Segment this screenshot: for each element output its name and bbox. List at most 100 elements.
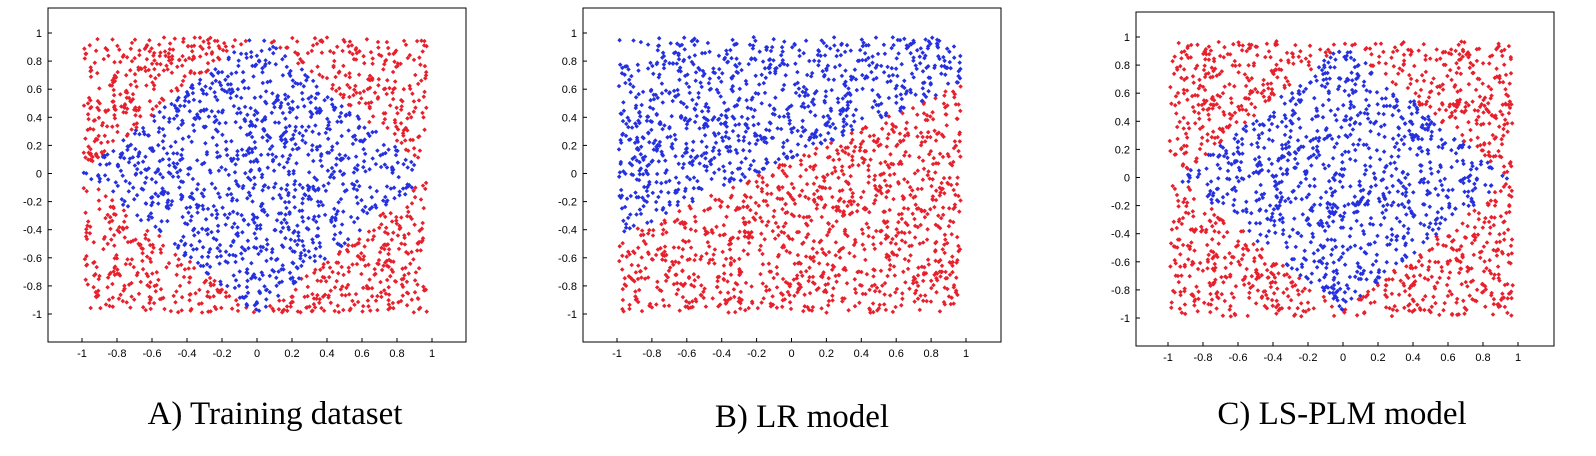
blue-point xyxy=(357,228,363,233)
y-tick-label: 0.8 xyxy=(27,56,42,68)
y-tick-label: 1 xyxy=(1124,32,1130,44)
blue-point xyxy=(369,194,375,200)
red-point xyxy=(355,299,361,305)
red-point xyxy=(284,304,290,309)
y-tick-label: 0.8 xyxy=(1115,60,1130,72)
y-tick-label: 1 xyxy=(36,28,42,40)
red-point xyxy=(166,260,172,266)
red-point xyxy=(350,262,355,267)
red-point xyxy=(86,116,91,122)
red-point xyxy=(405,251,411,256)
blue-point xyxy=(234,111,240,116)
red-point xyxy=(123,261,129,267)
red-point xyxy=(192,35,197,40)
red-point xyxy=(421,284,426,290)
blue-point xyxy=(125,144,130,149)
blue-point xyxy=(300,214,305,220)
y-tick-label: 0.6 xyxy=(1115,88,1130,100)
red-point xyxy=(346,292,352,297)
red-point xyxy=(412,290,418,295)
red-point xyxy=(95,36,100,42)
red-point xyxy=(293,287,298,292)
red-point xyxy=(166,55,172,60)
blue-point xyxy=(260,135,265,140)
red-point xyxy=(304,305,309,310)
blue-point xyxy=(233,278,239,283)
y-tick-label: -1 xyxy=(32,309,42,321)
red-point xyxy=(418,248,423,253)
blue-point xyxy=(310,129,315,134)
x-tick-label: 0 xyxy=(254,348,260,360)
red-point xyxy=(118,59,123,65)
blue-point xyxy=(302,104,307,109)
red-point xyxy=(217,290,223,295)
blue-point xyxy=(335,241,340,246)
blue-point xyxy=(332,206,337,212)
red-point xyxy=(373,298,379,303)
y-tick-label: 0.6 xyxy=(27,84,42,96)
blue-point xyxy=(338,230,343,236)
red-point xyxy=(212,278,217,284)
red-point xyxy=(394,218,399,223)
x-tick-label: -0.4 xyxy=(1264,352,1283,364)
blue-point xyxy=(363,204,368,210)
x-tick-label: -0.8 xyxy=(1194,352,1213,364)
blue-point xyxy=(354,194,359,200)
red-point xyxy=(379,222,384,227)
x-tick-label: -0.6 xyxy=(143,348,162,360)
red-point xyxy=(372,272,377,277)
blue-point xyxy=(395,160,401,165)
chart-panel-a: -1 -0.8 -0.6 -0.4 -0.2 0 0.2 0.4 0.6 0.8 1 1 0.8 0.6 0… xyxy=(0,0,480,370)
x-tick-label: -0.2 xyxy=(213,348,232,360)
y-tick-label: 0.4 xyxy=(27,112,42,124)
red-point xyxy=(346,265,351,270)
red-point xyxy=(223,294,229,300)
y-tick-label: -0.6 xyxy=(23,253,42,265)
blue-point xyxy=(300,138,305,143)
x-tick-label: 1 xyxy=(1515,352,1521,364)
red-point xyxy=(343,293,348,298)
red-point xyxy=(100,120,106,126)
y-tick-label: -1 xyxy=(1120,313,1130,325)
red-point xyxy=(87,43,93,48)
blue-point xyxy=(274,275,279,281)
blue-point xyxy=(258,226,263,231)
blue-point xyxy=(283,235,288,241)
y-tick-label: 0.2 xyxy=(1115,144,1130,156)
blue-point xyxy=(279,186,284,191)
red-point xyxy=(156,42,162,47)
red-point xyxy=(205,293,210,299)
blue-point xyxy=(316,213,322,219)
red-point xyxy=(304,273,309,279)
red-point xyxy=(153,289,159,294)
red-point xyxy=(172,36,178,41)
scatter-chart-ls-plm-model: -1 -0.8 -0.6 -0.4 -0.2 0 0.2 0.4 0.6 0.8 110.80.60… xyxy=(1111,11,1555,364)
blue-point xyxy=(282,217,287,222)
red-point xyxy=(212,38,218,44)
blue-point xyxy=(309,147,315,153)
red-point xyxy=(123,110,129,115)
red-point xyxy=(120,298,126,304)
x-tick-label: -0.6 xyxy=(1229,352,1248,364)
x-tick-label: 0.8 xyxy=(389,348,404,360)
red-point xyxy=(150,106,155,112)
red-point xyxy=(396,246,402,252)
red-point xyxy=(419,78,424,83)
red-point xyxy=(186,55,192,61)
y-tick-label: -0.4 xyxy=(23,225,42,237)
blue-point xyxy=(217,121,222,126)
y-tick-label: -0.2 xyxy=(1111,201,1130,213)
red-point xyxy=(383,291,389,296)
red-point xyxy=(338,287,344,292)
red-point xyxy=(179,294,185,300)
red-point xyxy=(415,296,421,302)
blue-point xyxy=(120,202,126,208)
red-point xyxy=(424,309,429,314)
red-point xyxy=(102,234,108,240)
blue-point xyxy=(236,58,241,63)
red-point xyxy=(379,267,385,273)
red-point xyxy=(372,266,377,272)
blue-point xyxy=(381,142,387,148)
red-point xyxy=(366,304,371,309)
red-point xyxy=(400,284,406,290)
